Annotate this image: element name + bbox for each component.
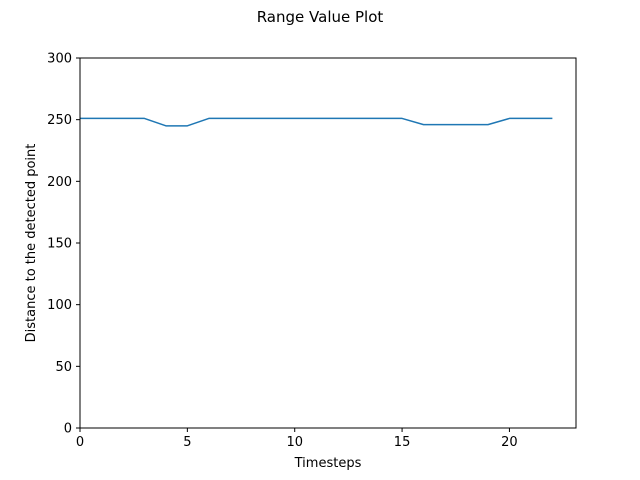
y-axis-label: Distance to the detected point bbox=[24, 144, 39, 343]
plot-area bbox=[80, 117, 553, 127]
x-tick-label: 20 bbox=[501, 435, 518, 450]
axes-frame bbox=[79, 57, 577, 429]
y-tick-label: 200 bbox=[47, 175, 72, 190]
x-tick-label: 15 bbox=[394, 435, 411, 450]
y-tick-label: 50 bbox=[55, 360, 72, 375]
y-tick-label: 150 bbox=[47, 237, 72, 252]
x-tick-label: 10 bbox=[286, 435, 303, 450]
y-tick-label: 300 bbox=[47, 52, 72, 67]
y-tick-label: 250 bbox=[47, 113, 72, 128]
x-tick-label: 5 bbox=[183, 435, 191, 450]
y-tick-label: 0 bbox=[64, 422, 72, 437]
series-line bbox=[80, 117, 553, 127]
x-tick-label: 0 bbox=[76, 435, 84, 450]
chart-title: Range Value Plot bbox=[257, 8, 384, 26]
y-tick-label: 100 bbox=[47, 298, 72, 313]
x-axis-label: Timesteps bbox=[294, 456, 362, 471]
